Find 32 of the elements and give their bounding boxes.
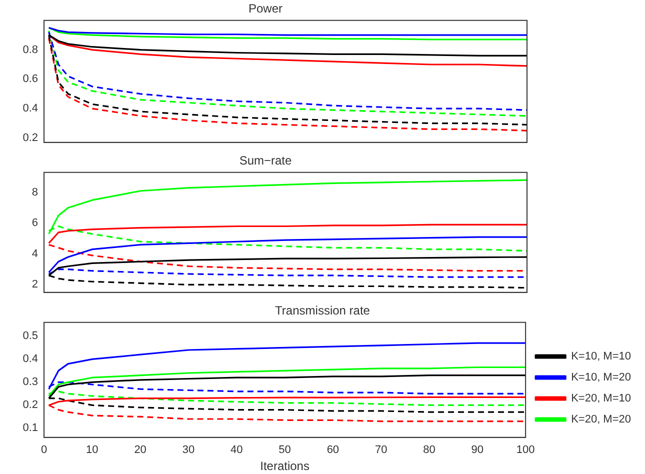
y-tick-label: 0.2 xyxy=(22,399,38,412)
y-tick-label: 4 xyxy=(32,248,38,260)
y-tick-label: 0.4 xyxy=(22,353,38,366)
x-tick-label: 90 xyxy=(471,444,484,456)
x-tick-label: 30 xyxy=(182,444,195,456)
y-tick-label: 0.8 xyxy=(22,44,38,56)
x-tick-label: 80 xyxy=(423,444,436,456)
x-tick-label: 100 xyxy=(516,444,535,456)
x-tick-label: 60 xyxy=(326,444,340,456)
chart-title: Sum−rate xyxy=(239,154,292,168)
chart-title: Transmission rate xyxy=(275,304,370,318)
x-tick-label: 40 xyxy=(230,444,243,456)
legend-label: K=10, M=10 xyxy=(571,350,632,363)
y-tick-label: 8 xyxy=(32,186,38,198)
x-tick-label: 0 xyxy=(40,444,48,456)
y-tick-label: 0.3 xyxy=(22,376,38,388)
legend-label: K=20, M=20 xyxy=(571,414,632,426)
y-tick-label: 2 xyxy=(32,278,38,291)
x-tick-label: 20 xyxy=(134,444,146,456)
y-tick-label: 0.5 xyxy=(22,330,38,342)
chart-title: Power xyxy=(248,2,283,16)
y-tick-label: 0.2 xyxy=(22,132,38,144)
y-tick-label: 0.4 xyxy=(22,102,38,115)
x-tick-label: 70 xyxy=(374,444,388,456)
y-tick-label: 0.6 xyxy=(22,73,38,86)
legend-label: K=10, M=20 xyxy=(571,372,632,384)
y-tick-label: 6 xyxy=(32,217,38,230)
y-tick-label: 0.1 xyxy=(22,422,38,434)
x-axis-title: Iterations xyxy=(260,459,310,474)
legend-label: K=20, M=10 xyxy=(571,392,632,405)
x-tick-label: 50 xyxy=(278,444,291,456)
x-tick-label: 10 xyxy=(86,444,98,456)
